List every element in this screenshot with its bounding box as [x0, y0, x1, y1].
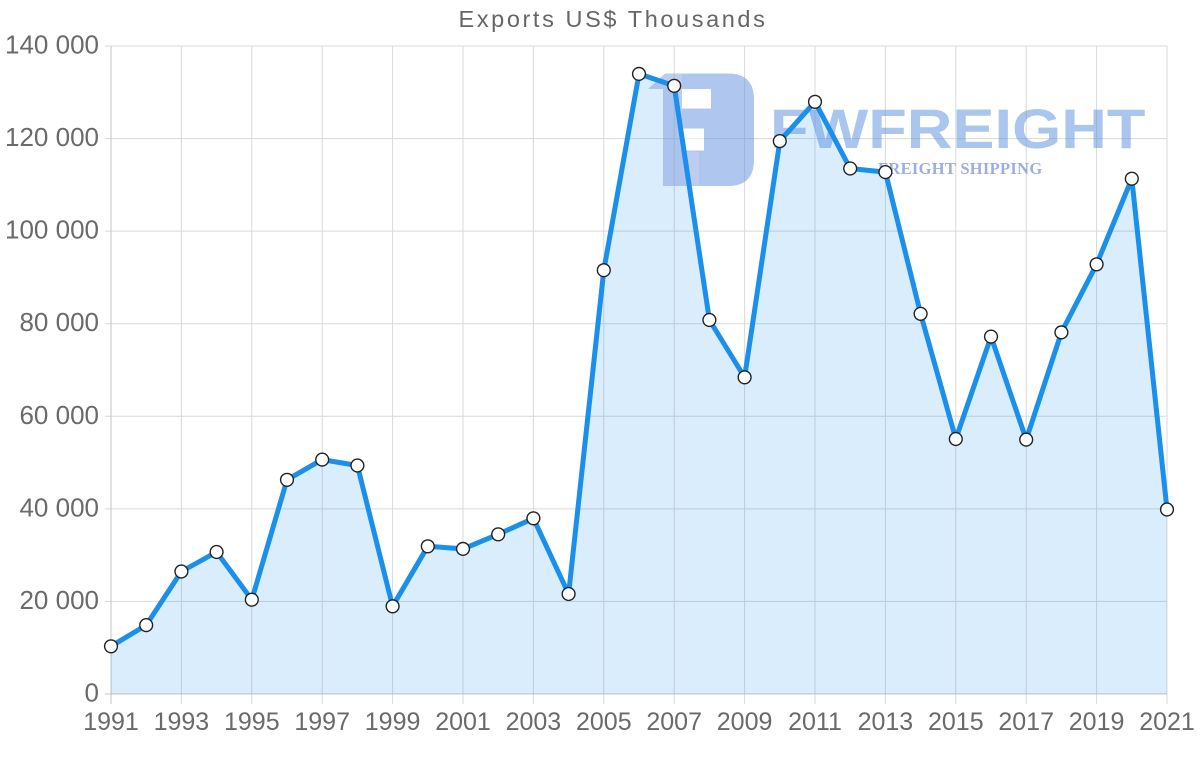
svg-text:2013: 2013: [858, 708, 914, 736]
svg-text:1995: 1995: [224, 708, 280, 736]
svg-text:2009: 2009: [717, 708, 773, 736]
svg-text:Exports US$ Thousands: Exports US$ Thousands: [459, 6, 768, 32]
svg-text:2017: 2017: [998, 708, 1054, 736]
svg-text:120 000: 120 000: [5, 122, 99, 152]
svg-text:2011: 2011: [788, 708, 842, 736]
svg-text:FREIGHT SHIPPING: FREIGHT SHIPPING: [878, 159, 1042, 178]
svg-text:2007: 2007: [646, 708, 702, 736]
svg-text:1999: 1999: [365, 708, 421, 736]
svg-text:140 000: 140 000: [5, 30, 99, 60]
svg-text:1993: 1993: [154, 708, 210, 736]
svg-text:80 000: 80 000: [19, 307, 99, 337]
svg-text:0: 0: [85, 678, 99, 708]
svg-text:20 000: 20 000: [19, 585, 99, 615]
svg-text:2019: 2019: [1069, 708, 1125, 736]
svg-text:2021: 2021: [1139, 708, 1195, 736]
svg-text:60 000: 60 000: [19, 400, 99, 430]
svg-text:2005: 2005: [576, 708, 632, 736]
svg-text:100 000: 100 000: [5, 215, 99, 245]
svg-text:1991: 1991: [83, 708, 139, 736]
svg-text:FWFREIGHT: FWFREIGHT: [770, 97, 1145, 160]
svg-text:2003: 2003: [506, 708, 562, 736]
svg-text:2001: 2001: [435, 708, 491, 736]
svg-text:40 000: 40 000: [19, 492, 99, 522]
svg-text:2015: 2015: [928, 708, 984, 736]
svg-text:1997: 1997: [294, 708, 350, 736]
